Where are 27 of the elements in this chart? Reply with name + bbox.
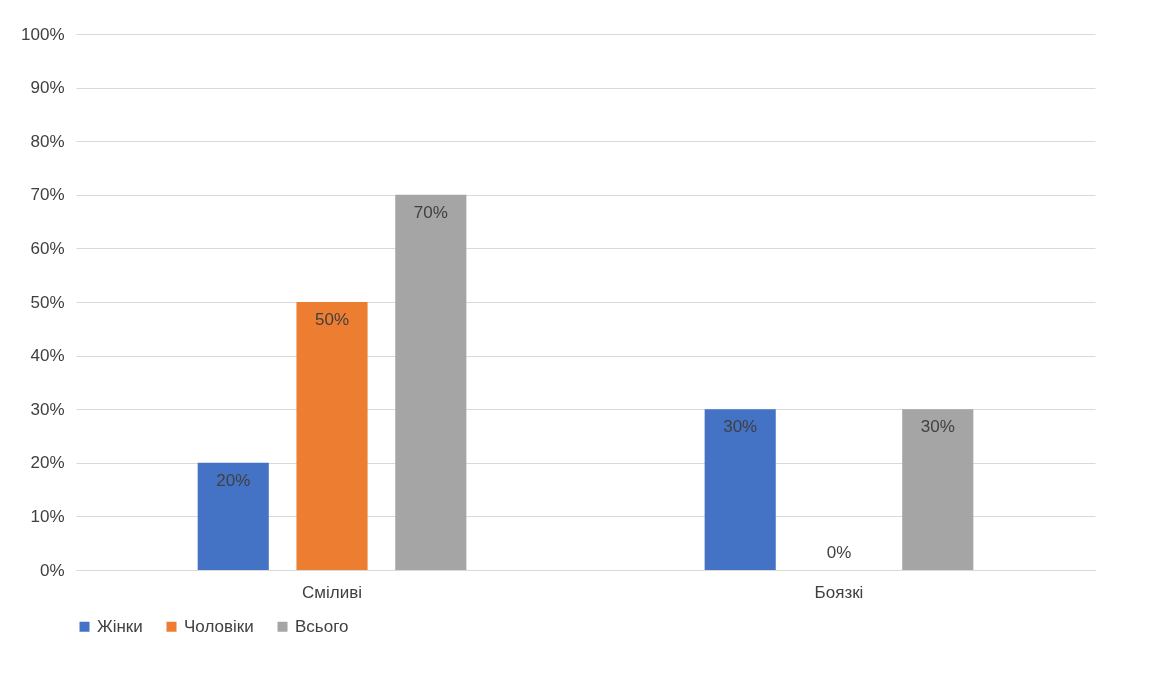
legend-label: Всього [295,616,349,636]
y-tick-label: 10% [30,506,65,526]
y-tick-label: 80% [30,131,65,151]
x-tick-label: Боязкі [814,582,864,602]
data-label: 20% [216,470,251,490]
y-tick-label: 50% [30,292,65,312]
y-tick-label: 40% [30,346,65,366]
legend-label: Жінки [97,616,143,636]
bar [296,302,368,570]
bar [395,194,467,570]
y-tick-label: 60% [30,238,65,258]
data-label: 30% [723,417,758,437]
bar [197,462,269,570]
data-label: 70% [413,202,448,222]
y-tick-label: 20% [30,453,65,473]
legend-label: Чоловіки [184,616,254,636]
y-tick-label: 0% [39,560,65,580]
y-tick-label: 90% [30,78,65,98]
bar [704,409,776,570]
y-tick-label: 30% [30,399,65,419]
data-label: 30% [920,417,955,437]
bar [902,409,974,570]
x-tick-label: Сміливі [302,582,362,602]
y-tick-label: 100% [21,24,65,44]
data-label: 50% [315,310,350,329]
y-tick-label: 70% [30,185,65,205]
data-label: 0% [826,543,852,562]
